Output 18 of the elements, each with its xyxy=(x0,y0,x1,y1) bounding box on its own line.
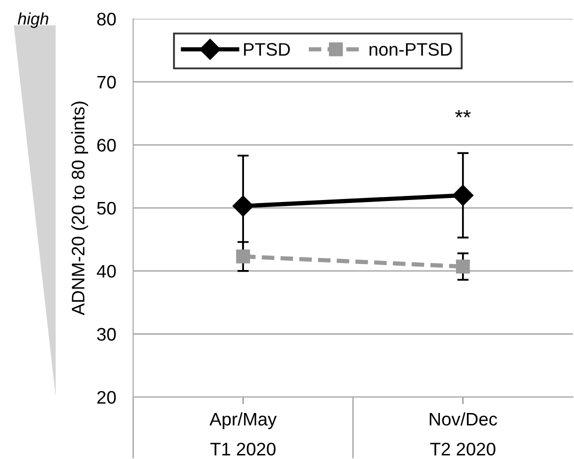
y-tick-label: 20 xyxy=(97,390,116,404)
y-tick-label: 50 xyxy=(97,202,116,215)
legend-label: non-PTSD xyxy=(370,43,452,56)
y-tick-label: 80 xyxy=(97,12,116,26)
legend-label: PTSD xyxy=(244,43,290,56)
point xyxy=(452,184,474,206)
y-axis-title: ADNM-20 (20 to 80 points) xyxy=(71,102,88,316)
y-tick-label: 70 xyxy=(97,76,116,89)
x-tick-label: Apr/May T1 2020 xyxy=(210,412,277,456)
annotation: ** xyxy=(455,110,471,118)
x-tick-label: Nov/Dec T2 2020 xyxy=(430,412,498,456)
point xyxy=(236,250,250,264)
text: high xyxy=(18,12,48,28)
point xyxy=(456,260,470,274)
y-tick-label: 30 xyxy=(97,328,116,341)
y-tick-label: 60 xyxy=(97,138,116,152)
y-tick-label: 40 xyxy=(96,264,116,278)
point xyxy=(232,196,254,217)
